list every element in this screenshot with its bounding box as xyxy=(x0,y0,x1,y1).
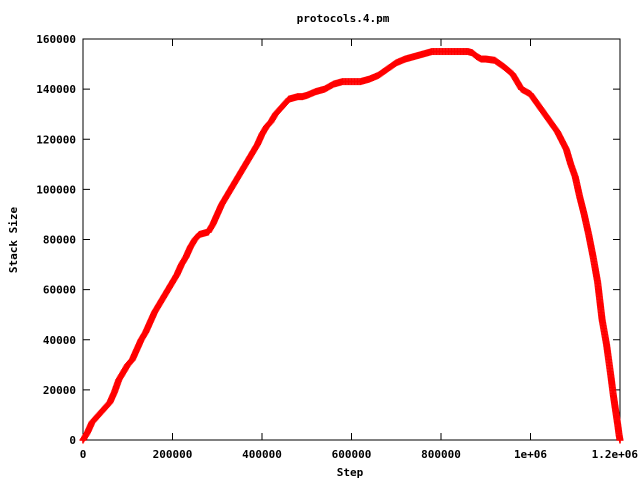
data-point xyxy=(616,436,624,444)
data-series xyxy=(79,48,624,444)
x-axis-label: Step xyxy=(337,466,364,479)
axis-tick-labels: 0 20000 40000 60000 80000 100000 120000 140000 1… xyxy=(36,33,638,461)
x-tick-label: 0 xyxy=(80,448,87,461)
y-tick-label: 80000 xyxy=(43,234,76,247)
y-tick-label: 20000 xyxy=(43,384,76,397)
y-tick-label: 0 xyxy=(69,434,76,447)
y-tick-label: 100000 xyxy=(36,183,76,196)
x-tick-label: 800000 xyxy=(421,448,461,461)
y-axis-label: Stack Size xyxy=(7,207,20,274)
x-tick-label: 1e+06 xyxy=(514,448,547,461)
x-tick-label: 200000 xyxy=(153,448,193,461)
plot-frame xyxy=(82,38,621,441)
x-tick-label: 400000 xyxy=(242,448,282,461)
x-tick-label: 1.2e+06 xyxy=(592,448,639,461)
y-tick-label: 140000 xyxy=(36,83,76,96)
y-tick-label: 160000 xyxy=(36,33,76,46)
y-tick-label: 120000 xyxy=(36,133,76,146)
chart-title: protocols.4.pm xyxy=(297,12,390,25)
y-tick-label: 40000 xyxy=(43,334,76,347)
axis-ticks xyxy=(82,38,621,441)
x-tick-label: 600000 xyxy=(332,448,372,461)
y-tick-label: 60000 xyxy=(43,284,76,297)
